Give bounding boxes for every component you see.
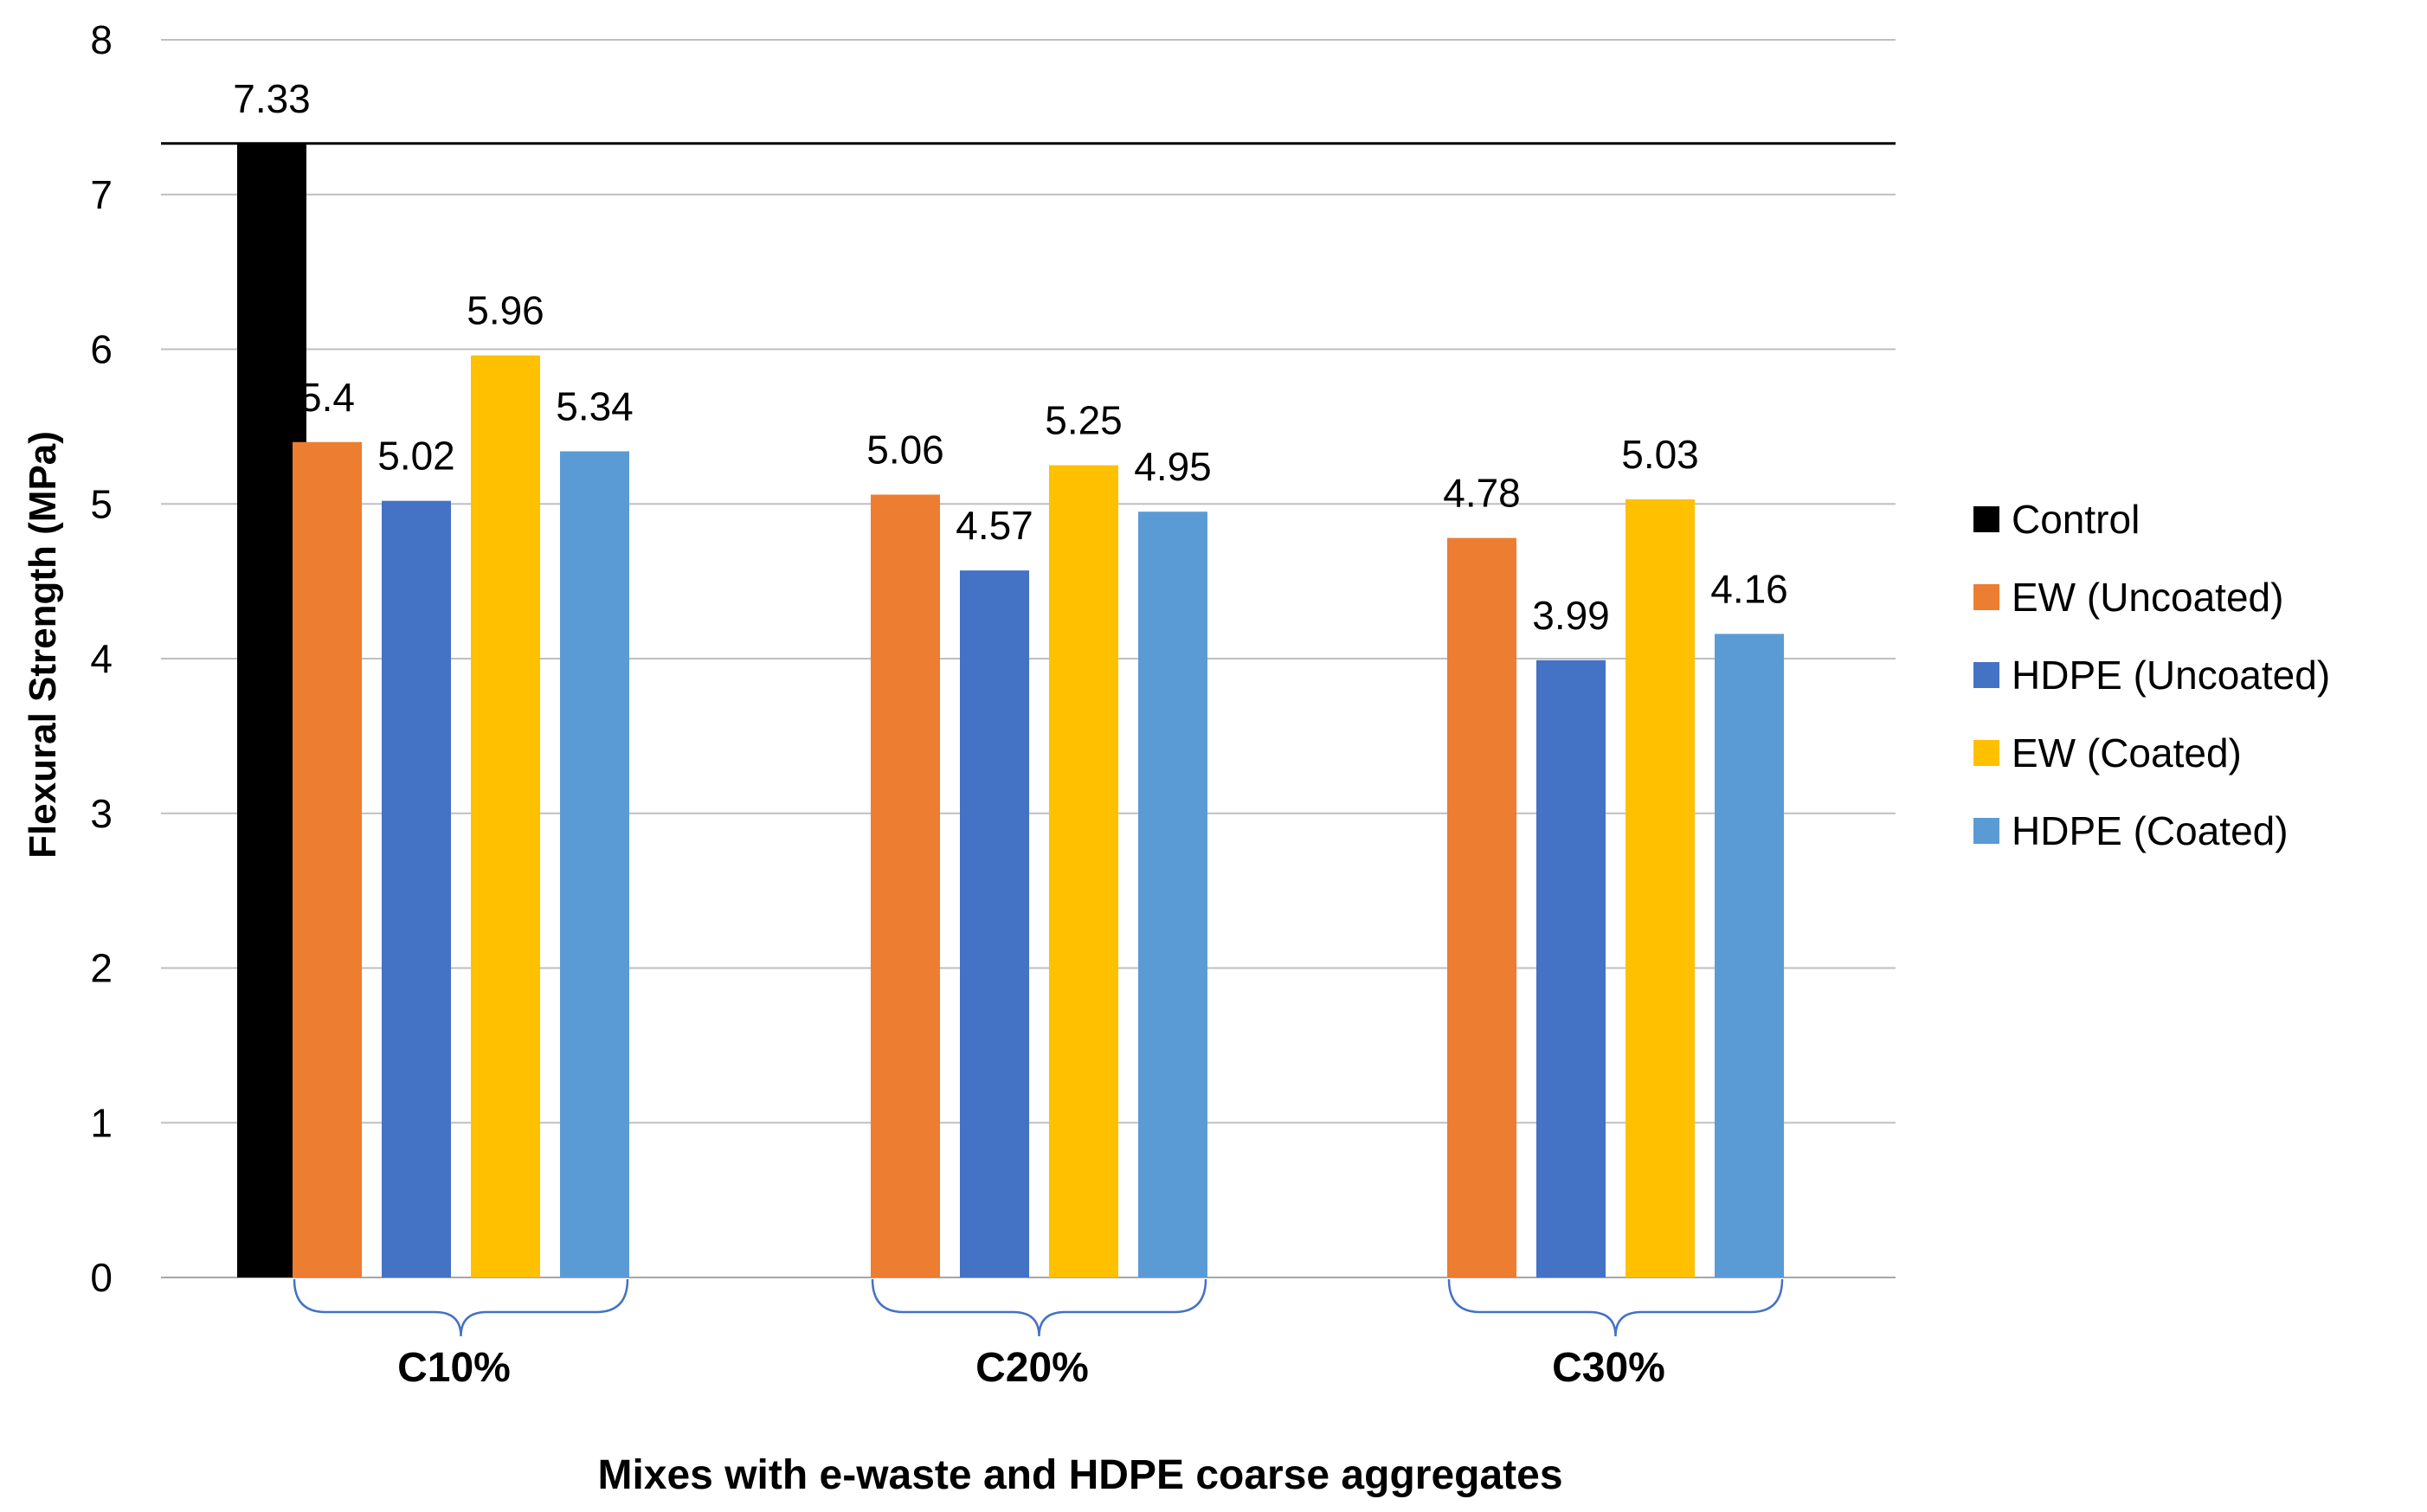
data-label: 5.96 xyxy=(467,288,544,333)
legend-swatch xyxy=(1973,506,1999,532)
legend-swatch xyxy=(1973,818,1999,844)
y-tick-label: 2 xyxy=(90,946,113,991)
category-label: C30% xyxy=(1552,1345,1665,1391)
y-tick-label: 1 xyxy=(90,1100,113,1145)
x-axis-categories: C10% C20% C30% xyxy=(397,1345,1665,1391)
bar-C30%-series-1 xyxy=(1536,659,1606,1277)
y-tick-label: 7 xyxy=(90,172,113,217)
y-tick-label: 5 xyxy=(90,481,113,526)
data-label: 3.99 xyxy=(1532,593,1610,638)
bar-C30%-series-3 xyxy=(1715,634,1784,1277)
bar-C30%-series-2 xyxy=(1626,499,1695,1277)
bar-C10%-series-0 xyxy=(293,441,362,1277)
legend-label: HDPE (Coated) xyxy=(2012,808,2289,853)
x-axis-title: Mixes with e-waste and HDPE coarse aggre… xyxy=(597,1452,1562,1498)
data-labels: 7.33 5.4 5.02 5.96 5.34 5.06 4.57 5.254.95 4.78 3… xyxy=(233,76,1788,638)
legend-swatch xyxy=(1973,584,1999,610)
data-label: 5.25 xyxy=(1045,398,1123,443)
brace-C10% xyxy=(293,1278,629,1337)
legend-label: EW (Uncoated) xyxy=(2012,575,2283,620)
bars xyxy=(237,143,1784,1278)
brace-C30% xyxy=(1447,1278,1784,1337)
y-tick-label: 6 xyxy=(90,327,113,372)
data-label: 5.02 xyxy=(377,434,455,479)
data-label: 4.95 xyxy=(1134,444,1212,489)
legend-label: HDPE (Uncoated) xyxy=(2012,653,2330,698)
legend: Control EW (Uncoated) HDPE (Uncoated) EW (C… xyxy=(1973,497,2330,853)
bar-C10%-series-2 xyxy=(471,355,540,1277)
data-label: 4.57 xyxy=(956,503,1033,548)
data-label: 7.33 xyxy=(233,76,311,121)
category-label: C10% xyxy=(397,1345,511,1391)
bar-C20%-series-3 xyxy=(1138,512,1207,1277)
legend-swatch xyxy=(1973,740,1999,766)
bar-C20%-series-0 xyxy=(871,494,940,1277)
y-axis-ticks: 0 1 2 3 4 5 6 7 8 xyxy=(90,17,113,1300)
y-tick-label: 3 xyxy=(90,791,113,836)
brace-C20% xyxy=(871,1278,1207,1337)
y-tick-label: 0 xyxy=(90,1255,113,1300)
category-label: C20% xyxy=(975,1345,1089,1391)
legend-label: Control xyxy=(2012,497,2140,542)
category-braces xyxy=(293,1278,1784,1337)
bar-C30%-series-0 xyxy=(1447,537,1516,1277)
data-label: 5.03 xyxy=(1621,432,1699,477)
legend-label: EW (Coated) xyxy=(2012,730,2242,775)
bar-C20%-series-1 xyxy=(960,570,1029,1277)
data-label: 5.06 xyxy=(866,428,944,473)
legend-swatch xyxy=(1973,662,1999,688)
bar-C20%-series-2 xyxy=(1049,465,1118,1277)
y-axis-title: Flexural Strength (MPa) xyxy=(22,431,64,859)
bar-C10%-series-1 xyxy=(382,500,451,1277)
y-tick-label: 4 xyxy=(90,636,113,681)
data-label: 4.16 xyxy=(1710,566,1788,611)
data-label: 5.34 xyxy=(556,383,634,428)
data-label: 5.4 xyxy=(299,375,355,420)
y-tick-label: 8 xyxy=(90,17,113,62)
data-label: 4.78 xyxy=(1443,471,1521,516)
bar-C10%-series-3 xyxy=(560,451,629,1277)
